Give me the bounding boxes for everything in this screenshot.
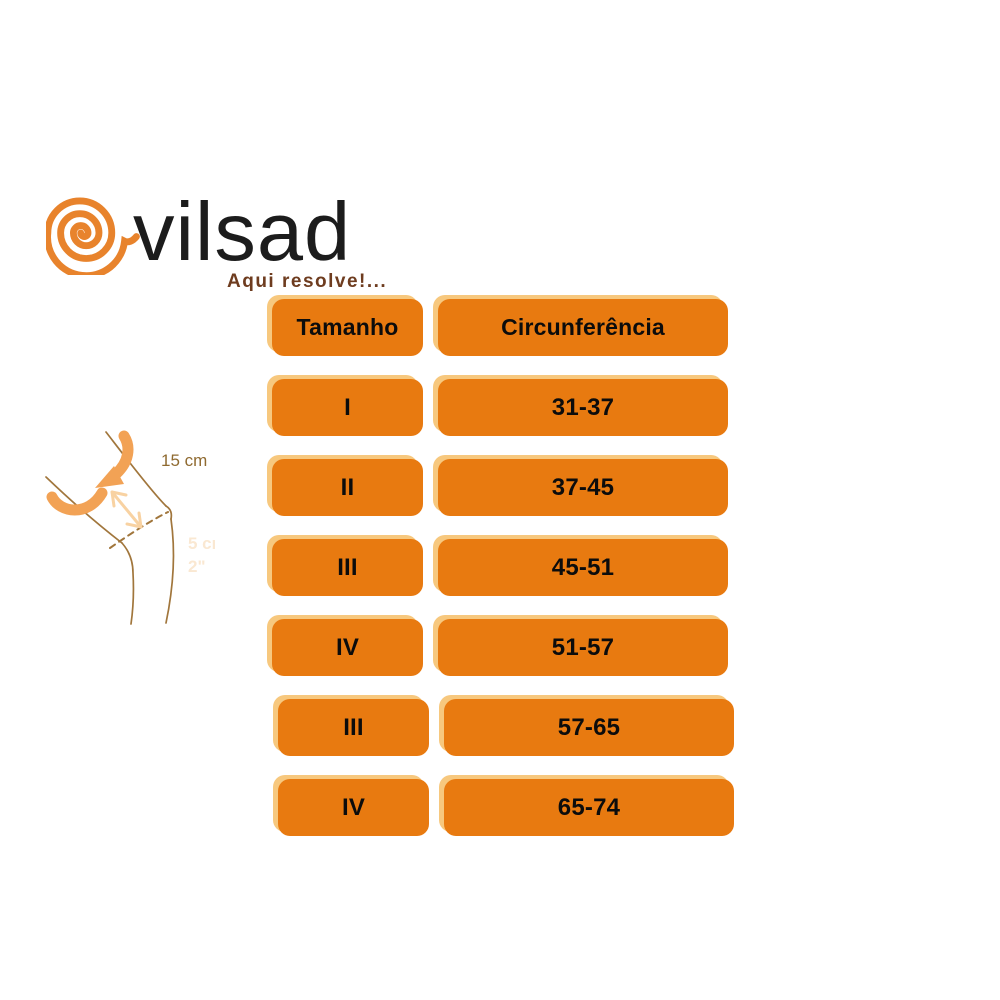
table-row: IV 65-74 [278, 779, 734, 836]
measure-label-15cm: 15 cm [161, 451, 207, 470]
size-table: Tamanho Circunferência I 31-37 II 37-45 … [272, 299, 734, 859]
circumference-cell: 51-57 [438, 619, 728, 676]
brand-name: vilsad [133, 185, 352, 278]
size-cell: IV [272, 619, 423, 676]
header-circunferencia: Circunferência [438, 299, 728, 356]
thigh-top-line [105, 431, 167, 507]
size-cell: II [272, 459, 423, 516]
table-row: III 45-51 [272, 539, 734, 596]
circumference-cell: 65-74 [444, 779, 734, 836]
knee-measurement-illustration: 15 cm 5 cm 2" [45, 430, 215, 625]
circumference-cell: 31-37 [438, 379, 728, 436]
size-cell: IV [278, 779, 429, 836]
circumference-cell: 45-51 [438, 539, 728, 596]
size-cell: III [272, 539, 423, 596]
brand-tagline: Aqui resolve!... [227, 271, 388, 292]
circumference-cell: 57-65 [444, 699, 734, 756]
distance-double-arrow-icon [110, 490, 143, 529]
table-row: I 31-37 [272, 379, 734, 436]
table-row: II 37-45 [272, 459, 734, 516]
kneecap-line [165, 505, 173, 520]
measuring-band-arc-bottom [46, 487, 108, 516]
header-tamanho: Tamanho [272, 299, 423, 356]
measure-label-2in: 2" [188, 557, 206, 576]
shin-left-line [121, 542, 135, 625]
size-cell: I [272, 379, 423, 436]
measuring-band-arrowhead-icon [95, 466, 124, 488]
spiral-logo-icon [46, 197, 140, 275]
size-cell: III [278, 699, 429, 756]
table-header-row: Tamanho Circunferência [272, 299, 734, 356]
table-row: III 57-65 [278, 699, 734, 756]
circumference-cell: 37-45 [438, 459, 728, 516]
measure-label-5cm: 5 cm [188, 534, 215, 553]
shin-right-line [165, 518, 175, 624]
measuring-band-arc-top [110, 430, 134, 480]
table-row: IV 51-57 [272, 619, 734, 676]
